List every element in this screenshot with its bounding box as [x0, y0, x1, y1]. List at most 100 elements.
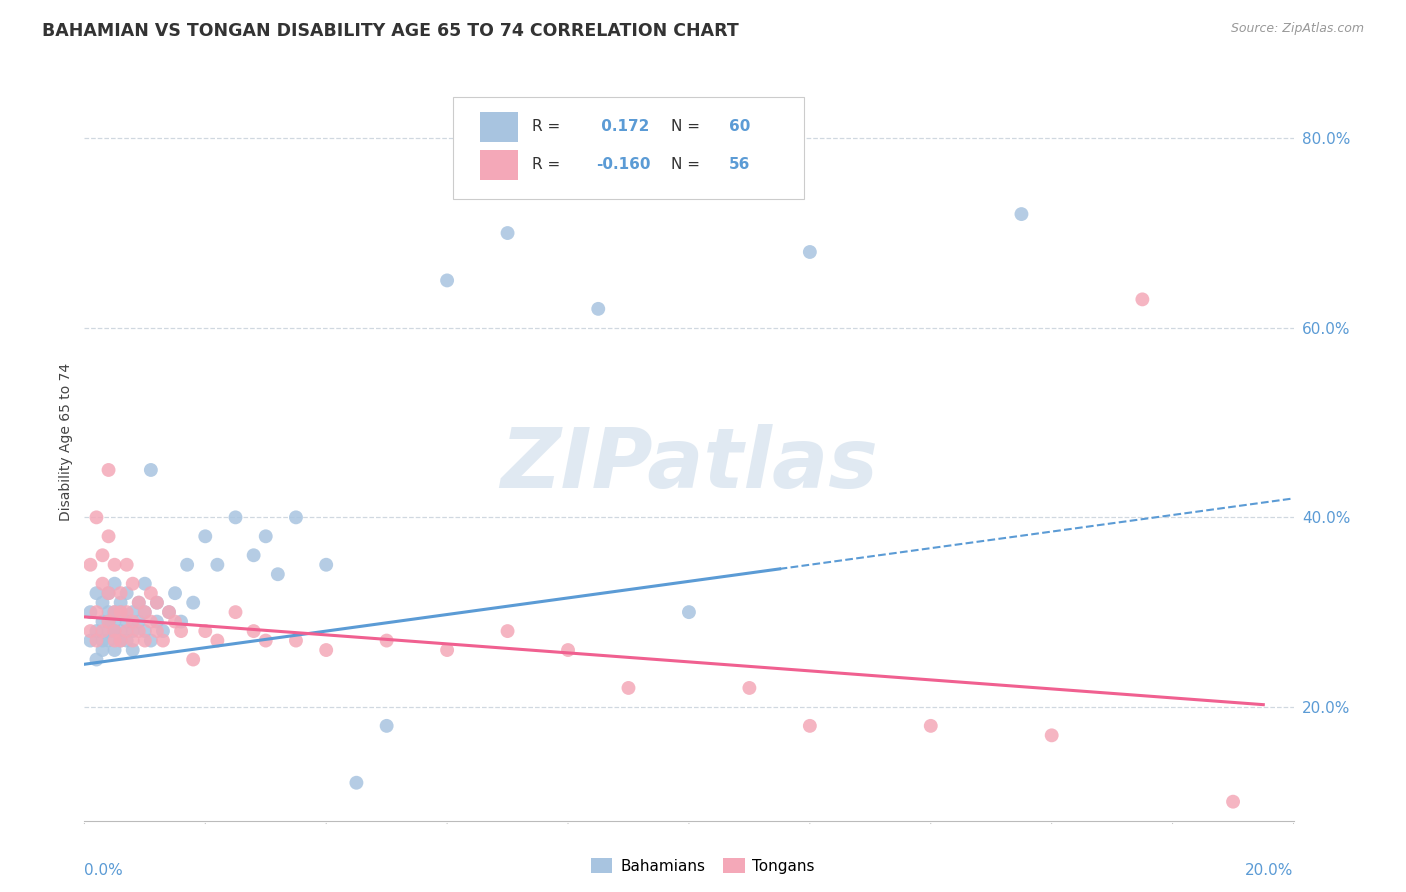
Point	[110, 605, 132, 619]
Point	[254, 529, 277, 543]
Text: Source: ZipAtlas.com: Source: ZipAtlas.com	[1230, 22, 1364, 36]
Text: 56: 56	[728, 157, 751, 172]
Point	[375, 719, 398, 733]
Point	[557, 643, 579, 657]
Point	[146, 624, 169, 639]
Point	[165, 586, 187, 600]
Point	[799, 244, 821, 259]
Point	[104, 643, 127, 657]
Text: -0.160: -0.160	[596, 157, 651, 172]
Point	[181, 596, 204, 610]
Point	[79, 605, 101, 619]
Point	[194, 624, 217, 639]
Text: BAHAMIAN VS TONGAN DISABILITY AGE 65 TO 74 CORRELATION CHART: BAHAMIAN VS TONGAN DISABILITY AGE 65 TO …	[42, 22, 740, 40]
Point	[181, 652, 204, 666]
Point	[920, 719, 942, 733]
Point	[110, 596, 132, 610]
Point	[86, 652, 108, 666]
Point	[91, 548, 114, 563]
Point	[110, 633, 132, 648]
Point	[97, 586, 120, 600]
Point	[139, 615, 162, 629]
Point	[225, 605, 247, 619]
Point	[1040, 728, 1063, 742]
Text: 0.0%: 0.0%	[84, 863, 124, 879]
FancyBboxPatch shape	[453, 96, 804, 199]
Point	[267, 567, 290, 582]
Point	[79, 558, 101, 572]
Point	[254, 633, 277, 648]
Point	[176, 558, 198, 572]
Point	[121, 615, 143, 629]
Legend: Bahamians, Tongans: Bahamians, Tongans	[585, 852, 821, 880]
Point	[139, 463, 162, 477]
Point	[86, 605, 108, 619]
Text: ZIPatlas: ZIPatlas	[501, 424, 877, 505]
Point	[285, 510, 308, 524]
Text: N =: N =	[671, 120, 700, 135]
Point	[139, 633, 162, 648]
Point	[110, 605, 132, 619]
Text: N =: N =	[671, 157, 700, 172]
Point	[86, 633, 108, 648]
Point	[115, 558, 138, 572]
Point	[121, 605, 143, 619]
Point	[97, 624, 120, 639]
Text: R =: R =	[531, 157, 560, 172]
Point	[115, 586, 138, 600]
Point	[104, 615, 127, 629]
Point	[115, 633, 138, 648]
Point	[146, 596, 169, 610]
Point	[110, 586, 132, 600]
Point	[97, 615, 120, 629]
Point	[97, 586, 120, 600]
Point	[110, 624, 132, 639]
Point	[436, 273, 458, 287]
Point	[97, 605, 120, 619]
Point	[678, 605, 700, 619]
Point	[97, 463, 120, 477]
Point	[79, 624, 101, 639]
Point	[225, 510, 247, 524]
Point	[91, 596, 114, 610]
Point	[104, 624, 127, 639]
Point	[115, 624, 138, 639]
Point	[194, 529, 217, 543]
Point	[152, 624, 174, 639]
Point	[375, 633, 398, 648]
Point	[1222, 795, 1244, 809]
Point	[588, 301, 610, 316]
Point	[315, 558, 337, 572]
Point	[146, 615, 169, 629]
Point	[86, 586, 108, 600]
Point	[496, 624, 519, 639]
Point	[115, 615, 138, 629]
Text: 20.0%: 20.0%	[1246, 863, 1294, 879]
Point	[97, 529, 120, 543]
Point	[207, 558, 229, 572]
Point	[152, 633, 174, 648]
Point	[738, 681, 761, 695]
Point	[134, 605, 156, 619]
Point	[91, 643, 114, 657]
Point	[1130, 293, 1153, 307]
Text: 60: 60	[728, 120, 751, 135]
Point	[170, 624, 193, 639]
Point	[207, 633, 229, 648]
Point	[121, 643, 143, 657]
Point	[1011, 207, 1033, 221]
Point	[285, 633, 308, 648]
Point	[110, 633, 132, 648]
Point	[134, 624, 156, 639]
Point	[104, 605, 127, 619]
Text: 0.172: 0.172	[596, 120, 650, 135]
Point	[134, 605, 156, 619]
Point	[617, 681, 640, 695]
Point	[170, 615, 193, 629]
Point	[139, 586, 162, 600]
Point	[91, 624, 114, 639]
Y-axis label: Disability Age 65 to 74: Disability Age 65 to 74	[59, 362, 73, 521]
Point	[86, 624, 108, 639]
Point	[79, 633, 101, 648]
Point	[104, 558, 127, 572]
